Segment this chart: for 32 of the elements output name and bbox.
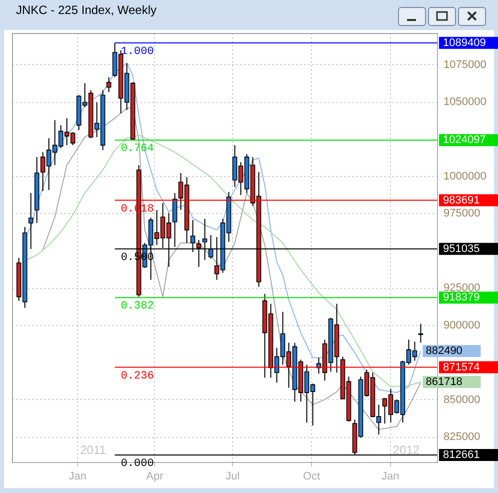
annotation: 0.764 xyxy=(120,143,154,156)
y-tick-label: 850000 xyxy=(444,394,480,406)
y-tick-label: 900000 xyxy=(444,319,480,332)
annotation: 0.382 xyxy=(120,300,154,313)
x-tick-label: Jan xyxy=(382,470,400,482)
candlestick xyxy=(28,192,34,250)
annotation: 0.000 xyxy=(120,458,154,470)
x-tick-label: Oct xyxy=(302,470,320,482)
annotation: 0.236 xyxy=(120,370,154,382)
candlestick xyxy=(106,76,112,93)
data-label: 882490 xyxy=(426,345,462,358)
annotation: 2011 xyxy=(80,443,106,457)
y-tick-label: 975000 xyxy=(444,208,480,220)
ref-line-label: 1024097 xyxy=(443,134,486,146)
annotation: 1.000 xyxy=(120,46,154,58)
chart-title: JNKC - 225 Index, Weekly xyxy=(16,3,157,17)
y-tick-label: 1000000 xyxy=(444,170,486,182)
candlestick xyxy=(418,323,424,344)
x-tick-label: Jan xyxy=(68,470,86,482)
annotation: 2012 xyxy=(392,443,420,457)
x-tick-label: Jul xyxy=(226,470,240,482)
y-tick-label: 825000 xyxy=(444,431,480,444)
data-label: 861718 xyxy=(426,376,462,388)
ref-line-label: 951035 xyxy=(443,242,480,255)
ref-line-label: 1089409 xyxy=(443,36,486,49)
ref-line-label: 871574 xyxy=(443,361,480,374)
y-tick-label: 1075000 xyxy=(444,58,486,71)
y-tick-label: 1050000 xyxy=(444,96,486,108)
x-tick-label: Apr xyxy=(146,470,164,482)
ref-line-label: 983691 xyxy=(443,194,480,206)
ref-line-label: 812661 xyxy=(443,449,480,462)
ref-line-label: 918379 xyxy=(443,292,480,304)
